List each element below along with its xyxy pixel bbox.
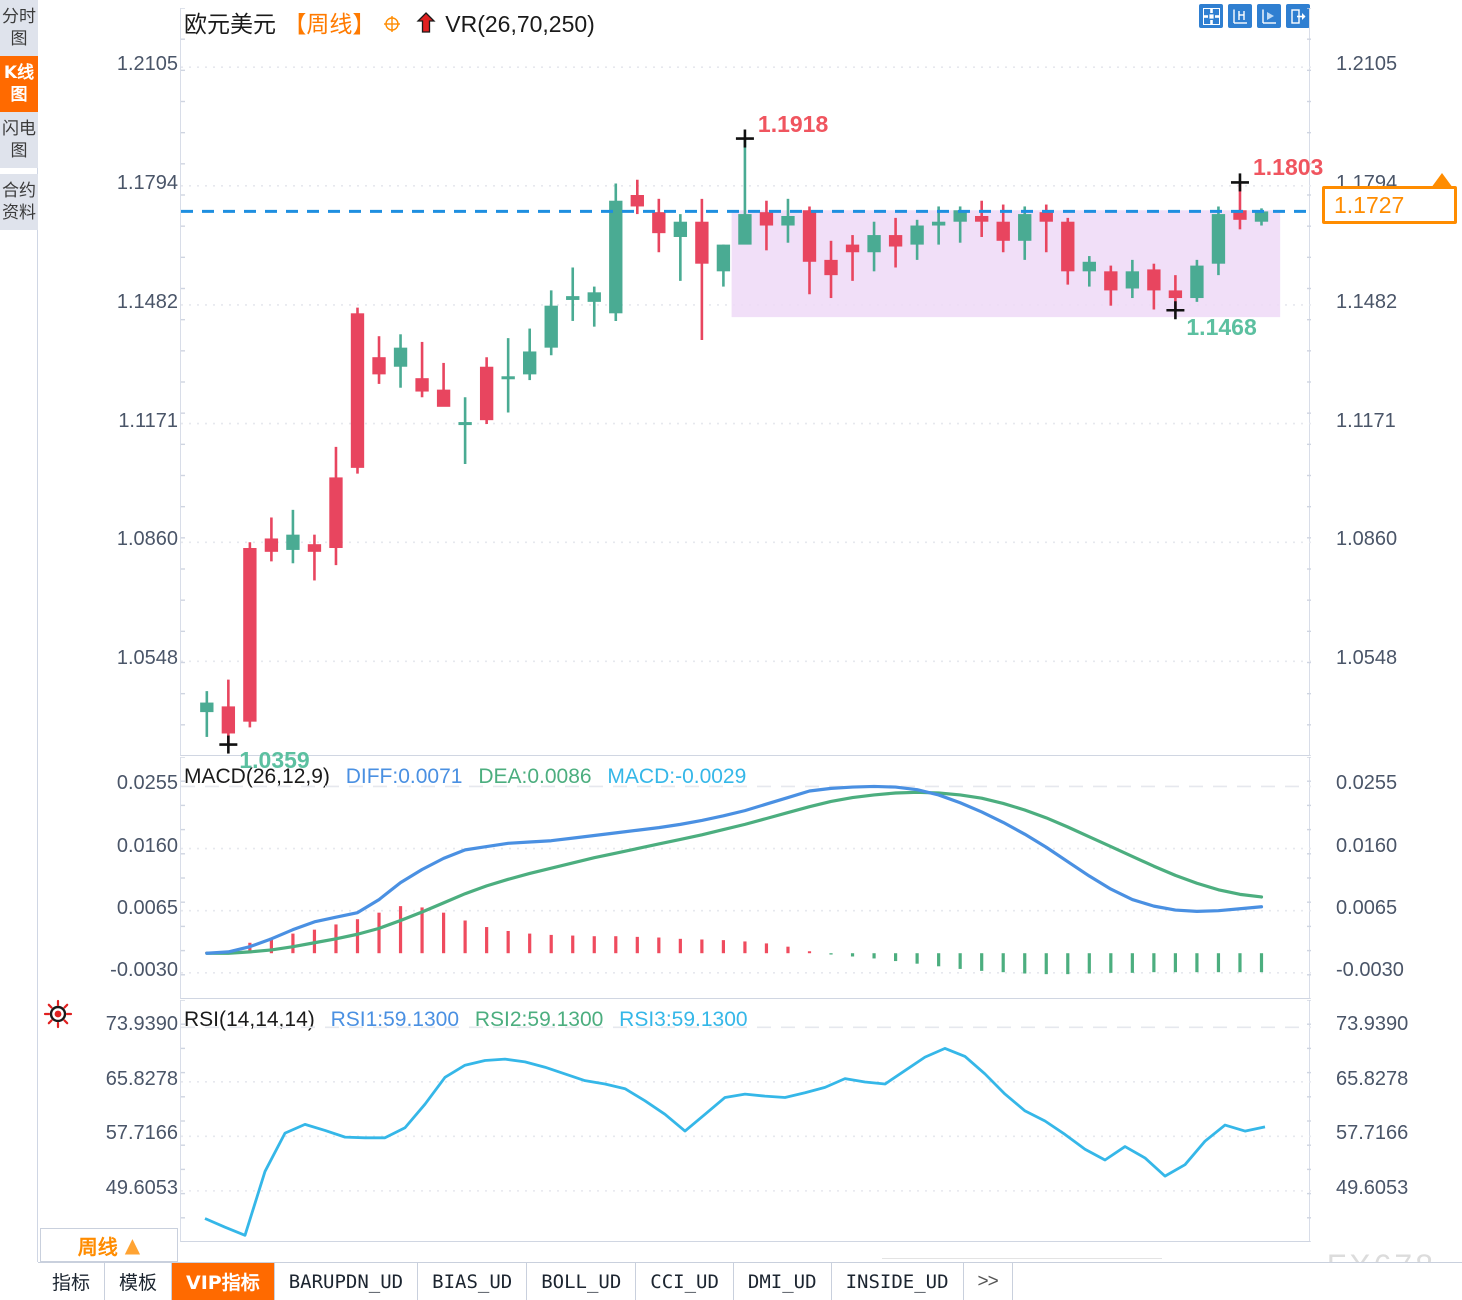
rsi-svg <box>181 999 1311 1243</box>
sidebar-item-kline[interactable]: K线图 <box>0 56 38 112</box>
tab-cci_ud-6[interactable]: CCI_UD <box>636 1263 734 1300</box>
axis-tick-label: 57.7166 <box>1336 1122 1409 1145</box>
axis-tick-label: 73.9390 <box>105 1013 178 1036</box>
axis-tick-label: 49.6053 <box>105 1176 178 1199</box>
tab-boll_ud-5[interactable]: BOLL_UD <box>527 1263 637 1300</box>
axis-tick-label: 0.0065 <box>116 896 178 919</box>
annotation-last-high: 1.1803 <box>1252 154 1324 181</box>
tab-bias_ud-4[interactable]: BIAS_UD <box>418 1263 528 1300</box>
axis-tick-label: 0.0255 <box>116 772 178 795</box>
axis-tick-label: 73.9390 <box>1336 1013 1409 1036</box>
axis-tick-label: -0.0030 <box>110 958 178 981</box>
watermark-line-left <box>882 1258 1162 1259</box>
tab-more-button[interactable]: >> <box>964 1263 1013 1300</box>
chart-toolbar <box>1199 4 1310 28</box>
axis-tick-label: 1.0860 <box>116 528 178 551</box>
sidebar-item-flash[interactable]: 闪电图 <box>0 112 38 168</box>
chart-title: 欧元美元 【周线】 VR(26,70,250) <box>184 5 595 40</box>
axis-tick-label: 0.0065 <box>1336 896 1398 919</box>
axis-tick-label: 1.1794 <box>116 171 178 194</box>
annotation-recent-low: 1.1468 <box>1186 314 1257 341</box>
axis-tick-label: 1.1482 <box>116 290 178 313</box>
axis-tick-label: 1.1171 <box>1336 409 1396 432</box>
macd-chart-panel[interactable] <box>180 756 1311 1000</box>
axis-tick-label: 57.7166 <box>105 1122 178 1145</box>
rsi2-value: RSI2:59.1300 <box>474 1008 604 1031</box>
rsi3-value: RSI3:59.1300 <box>619 1008 748 1031</box>
up-arrow-icon <box>416 11 436 40</box>
period-selector-label: 周线 <box>77 1234 118 1259</box>
axis-tick-label: 1.2105 <box>116 53 178 76</box>
price-chart-panel[interactable] <box>180 7 1311 757</box>
macd-diff-value: DIFF:0.0071 <box>345 765 463 788</box>
crosshair-move-icon[interactable] <box>1199 4 1223 28</box>
current-price-tag[interactable]: 1.1727 <box>1322 186 1457 224</box>
sidebar-divider <box>0 168 37 174</box>
rsi1-value: RSI1:59.1300 <box>330 1008 460 1031</box>
indicator-tabbar: 指标 模板 VIP指标 BARUPDN_UD BIAS_UD BOLL_UD CCI_UD D… <box>38 1262 1462 1300</box>
axis-tick-label: 1.0548 <box>1336 647 1398 670</box>
macd-value: MACD:-0.0029 <box>607 765 747 788</box>
triangle-up-icon: ▲ <box>124 1233 141 1257</box>
axis-tick-label: 1.0860 <box>1336 528 1398 551</box>
axis-tick-label: 1.1482 <box>1336 290 1398 313</box>
tab--0[interactable]: 指标 <box>38 1263 106 1300</box>
current-price-value: 1.1727 <box>1334 191 1405 218</box>
axis-tick-label: 1.0548 <box>116 647 178 670</box>
candlestick-svg <box>181 7 1311 757</box>
annotation-low-price: 1.0359 <box>239 746 310 773</box>
period-label: 【周线】 <box>283 12 376 38</box>
tab-inside_ud-8[interactable]: INSIDE_UD <box>832 1263 964 1300</box>
price-direction-arrow <box>1429 172 1455 197</box>
axis-tick-label: 65.8278 <box>1336 1067 1409 1090</box>
rsi-header: RSI(14,14,14) RSI1:59.1300 RSI2:59.1300 … <box>184 1008 748 1032</box>
macd-header: MACD(26,12,9) DIFF:0.0071 DEA:0.0086 MAC… <box>184 765 746 789</box>
axis-tick-label: 49.6053 <box>1336 1176 1409 1199</box>
target-icon[interactable] <box>383 13 401 39</box>
rsi-chart-panel[interactable] <box>180 999 1311 1243</box>
tab-vip-2[interactable]: VIP指标 <box>172 1263 275 1300</box>
indicator-label: VR(26,70,250) <box>445 11 595 37</box>
left-sidebar: 分时图 K线图 闪电图 合约资料 <box>0 0 38 1262</box>
axis-tick-label: 1.1171 <box>118 409 178 432</box>
trend-icon[interactable] <box>1257 4 1281 28</box>
tab-barupdn_ud-3[interactable]: BARUPDN_UD <box>275 1263 419 1300</box>
measure-icon[interactable] <box>1228 4 1252 28</box>
macd-svg <box>181 756 1311 1000</box>
tab-dmi_ud-7[interactable]: DMI_UD <box>734 1263 832 1300</box>
period-selector-button[interactable]: 周线 ▲ <box>40 1228 178 1262</box>
sidebar-item-timeshare[interactable]: 分时图 <box>0 0 38 56</box>
tab--1[interactable]: 模板 <box>105 1263 173 1300</box>
macd-dea-value: DEA:0.0086 <box>478 765 592 788</box>
sidebar-item-contract[interactable]: 合约资料 <box>0 174 38 230</box>
rsi-title: RSI(14,14,14) <box>184 1008 315 1031</box>
sun-settings-icon[interactable] <box>42 998 74 1030</box>
axis-tick-label: 0.0160 <box>1336 834 1398 857</box>
macd-title: MACD(26,12,9) <box>184 765 330 788</box>
exit-icon[interactable] <box>1286 4 1310 28</box>
axis-tick-label: 65.8278 <box>105 1067 178 1090</box>
axis-tick-label: 0.0160 <box>116 834 178 857</box>
axis-tick-label: -0.0030 <box>1336 958 1404 981</box>
axis-tick-label: 0.0255 <box>1336 772 1398 795</box>
axis-tick-label: 1.2105 <box>1336 53 1398 76</box>
annotation-high-price: 1.1918 <box>757 110 829 137</box>
symbol-label: 欧元美元 <box>184 12 276 38</box>
